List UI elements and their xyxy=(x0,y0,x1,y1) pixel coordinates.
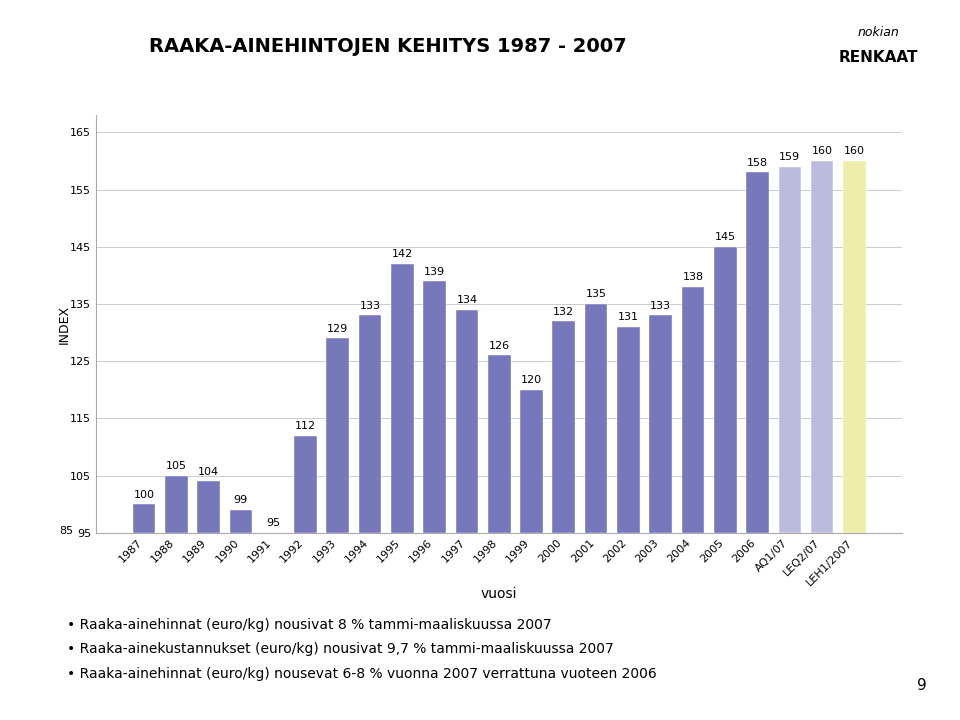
Bar xyxy=(456,310,478,533)
Bar xyxy=(488,356,511,533)
Bar xyxy=(294,436,317,533)
Bar xyxy=(359,315,381,533)
Text: 139: 139 xyxy=(424,266,445,276)
Text: 133: 133 xyxy=(360,301,380,311)
Text: 129: 129 xyxy=(327,324,348,334)
Text: 99: 99 xyxy=(233,495,248,505)
Text: 132: 132 xyxy=(553,307,574,317)
Text: 142: 142 xyxy=(392,249,413,259)
Bar xyxy=(649,315,672,533)
Text: 135: 135 xyxy=(586,289,607,300)
Bar xyxy=(682,287,705,533)
Text: 134: 134 xyxy=(456,295,477,305)
Text: 145: 145 xyxy=(714,232,735,242)
Bar xyxy=(779,167,802,533)
Bar xyxy=(391,264,414,533)
Text: nokian: nokian xyxy=(857,26,900,39)
Text: • Raaka-ainekustannukset (euro/kg) nousivat 9,7 % tammi-maaliskuussa 2007: • Raaka-ainekustannukset (euro/kg) nousi… xyxy=(67,642,614,657)
Text: 95: 95 xyxy=(266,518,280,528)
Text: 160: 160 xyxy=(811,146,832,156)
Bar xyxy=(585,304,608,533)
Bar xyxy=(423,281,445,533)
Text: 104: 104 xyxy=(198,467,219,477)
Text: 9: 9 xyxy=(917,678,926,693)
Bar xyxy=(229,510,252,533)
Text: RENKAAT: RENKAAT xyxy=(839,50,918,65)
Text: 158: 158 xyxy=(747,158,768,168)
Text: 160: 160 xyxy=(844,146,865,156)
Text: 100: 100 xyxy=(133,490,155,500)
Y-axis label: INDEX: INDEX xyxy=(58,305,71,343)
Bar xyxy=(132,504,156,533)
Text: 85: 85 xyxy=(59,526,73,536)
Bar xyxy=(326,338,349,533)
Text: RAAKA-AINEHINTOJEN KEHITYS 1987 - 2007: RAAKA-AINEHINTOJEN KEHITYS 1987 - 2007 xyxy=(149,37,627,56)
Bar xyxy=(553,321,575,533)
Bar xyxy=(714,247,736,533)
Text: 131: 131 xyxy=(618,312,638,323)
Text: 112: 112 xyxy=(295,421,316,431)
Text: 159: 159 xyxy=(780,152,801,162)
Text: vuosi: vuosi xyxy=(481,587,517,601)
Bar xyxy=(165,476,187,533)
Bar xyxy=(746,172,769,533)
Text: 138: 138 xyxy=(683,272,704,282)
Bar xyxy=(197,481,220,533)
Text: • Raaka-ainehinnat (euro/kg) nousevat 6-8 % vuonna 2007 verrattuna vuoteen 2006: • Raaka-ainehinnat (euro/kg) nousevat 6-… xyxy=(67,667,657,681)
Bar xyxy=(617,327,639,533)
Text: 105: 105 xyxy=(166,461,187,471)
Text: 120: 120 xyxy=(521,375,542,385)
Text: 133: 133 xyxy=(650,301,671,311)
Bar xyxy=(811,161,833,533)
Text: • Raaka-ainehinnat (euro/kg) nousivat 8 % tammi-maaliskuussa 2007: • Raaka-ainehinnat (euro/kg) nousivat 8 … xyxy=(67,618,552,632)
Bar xyxy=(843,161,866,533)
Bar xyxy=(520,390,542,533)
Text: 126: 126 xyxy=(489,341,510,351)
